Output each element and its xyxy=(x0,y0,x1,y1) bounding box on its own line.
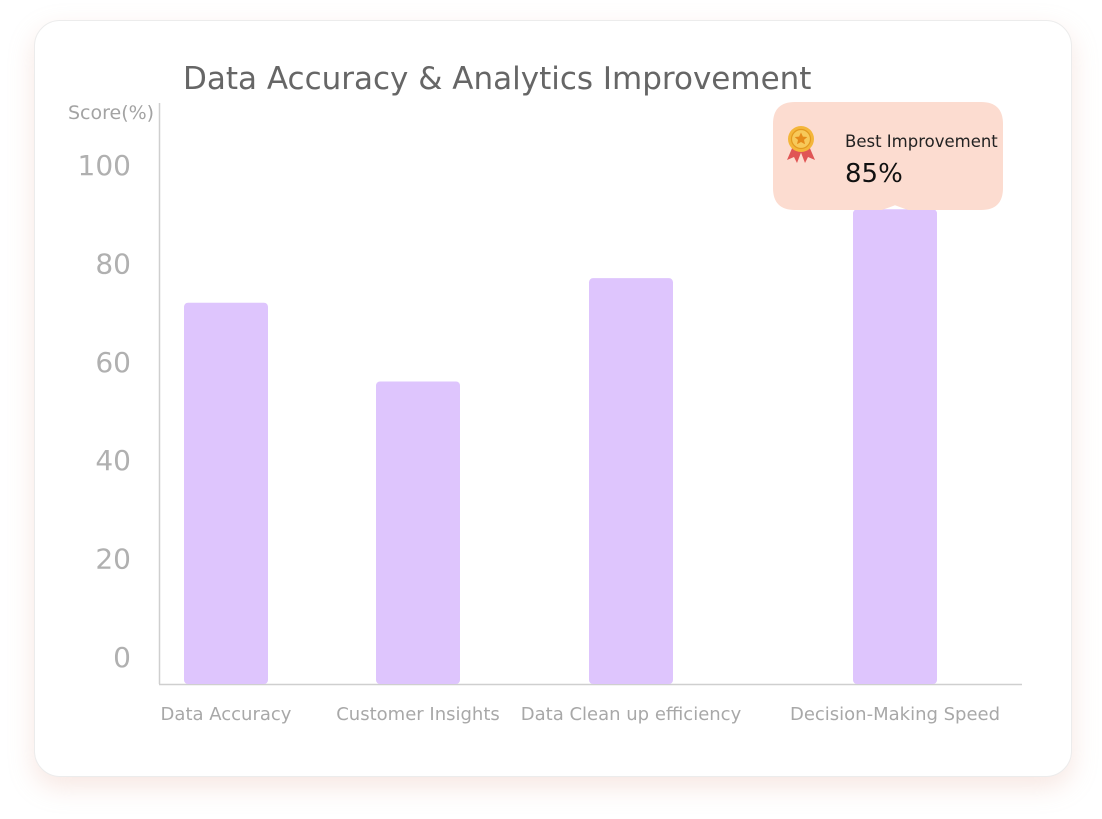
y-ticks: 0 20 40 60 80 100 xyxy=(78,149,131,674)
chart-title: Data Accuracy & Analytics Improvement xyxy=(183,61,811,97)
y-tick-label: 20 xyxy=(95,543,131,576)
y-tick-label: 100 xyxy=(78,149,131,182)
y-tick-label: 60 xyxy=(95,346,131,379)
y-axis-label: Score(%) xyxy=(68,102,154,124)
bar-customer-insights xyxy=(376,381,460,684)
bar-data-clean-up-efficiency xyxy=(589,278,673,684)
x-tick-label: Data Clean up efficiency xyxy=(521,704,742,725)
bars xyxy=(184,209,937,684)
best-improvement-callout: Best Improvement 85% xyxy=(773,102,1003,210)
x-tick-label: Customer Insights xyxy=(336,704,500,725)
callout-bubble xyxy=(773,102,1003,210)
y-tick-label: 0 xyxy=(113,641,131,674)
bar-data-accuracy xyxy=(184,302,268,684)
callout-value: 85% xyxy=(845,159,903,189)
bar-decision-making-speed xyxy=(853,209,937,684)
callout-label: Best Improvement xyxy=(845,132,998,151)
x-ticks: Data Accuracy Customer Insights Data Clean… xyxy=(161,704,1000,725)
x-tick-label: Data Accuracy xyxy=(161,704,292,725)
medal-icon xyxy=(787,126,815,163)
x-tick-label: Decision-Making Speed xyxy=(790,704,1000,725)
y-tick-label: 40 xyxy=(95,444,131,477)
y-tick-label: 80 xyxy=(95,247,131,280)
